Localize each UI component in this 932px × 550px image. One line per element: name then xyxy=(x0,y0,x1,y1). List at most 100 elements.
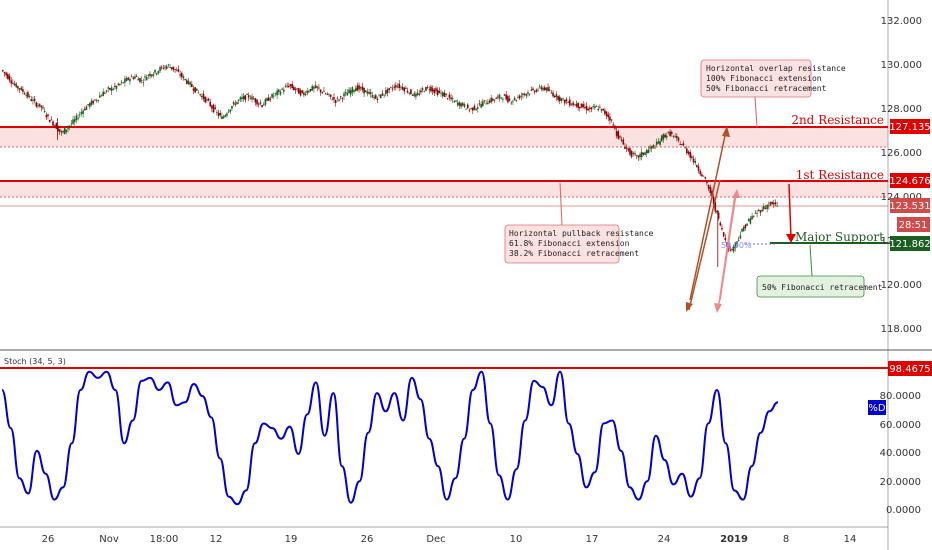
candle-body xyxy=(752,215,755,217)
candle-body xyxy=(699,170,702,175)
candle-body xyxy=(761,209,763,211)
candle-body xyxy=(110,87,113,92)
candle-body xyxy=(35,102,38,107)
candle-body xyxy=(630,150,633,157)
candle-body xyxy=(773,202,775,205)
price-tick: 128.000 xyxy=(881,104,922,115)
candle-body xyxy=(665,135,668,138)
candle-body xyxy=(465,108,467,110)
candle-body xyxy=(296,88,298,90)
candle-body xyxy=(313,86,315,89)
candle-body xyxy=(175,70,178,72)
candle-body xyxy=(119,83,121,86)
candle-body xyxy=(13,83,16,86)
candle-body xyxy=(134,76,136,79)
candle-body xyxy=(77,118,79,120)
candle-body xyxy=(495,97,497,99)
candle-body xyxy=(242,95,245,100)
candle-body xyxy=(625,147,628,149)
candle-body xyxy=(477,107,479,109)
candle-body xyxy=(30,99,33,101)
candle-body xyxy=(211,105,213,109)
candle-body xyxy=(338,99,340,101)
candle-body xyxy=(492,98,494,101)
candle-body xyxy=(719,222,722,226)
candle-body xyxy=(433,89,436,93)
candle-body xyxy=(684,147,686,149)
candle-body xyxy=(395,85,397,88)
candle-body xyxy=(609,116,611,121)
candle-body xyxy=(508,98,511,101)
candle-body xyxy=(647,149,650,154)
candle-body xyxy=(440,92,442,94)
candle-body xyxy=(216,112,218,113)
candle-body xyxy=(574,104,576,106)
candle-body xyxy=(27,92,29,98)
time-axis: 26 Nov 18:00 12 19 26 Dec 10 17 24 2019 … xyxy=(42,534,857,545)
candle-body xyxy=(294,88,297,91)
candle-body xyxy=(393,86,395,88)
candle-body xyxy=(47,114,49,117)
anno-pullback-line-1: Horizontal pullback resistance xyxy=(509,229,654,238)
price-tick: 118.000 xyxy=(881,324,922,335)
candle-body xyxy=(60,131,63,133)
candle-body xyxy=(137,78,140,81)
candle-body xyxy=(575,103,578,107)
anno-overlap-line-2: 100% Fibonacci extension xyxy=(706,74,822,83)
tag-countdown xyxy=(897,217,930,232)
candle-body xyxy=(43,111,46,112)
candle-body xyxy=(201,95,203,98)
candle-body xyxy=(563,99,566,104)
candle-body xyxy=(299,90,302,96)
time-tick: 26 xyxy=(361,534,374,545)
candle-body xyxy=(426,87,429,88)
candle-body xyxy=(94,99,96,101)
candle-body xyxy=(83,109,86,111)
candle-body xyxy=(147,75,150,76)
candle-body xyxy=(219,113,222,116)
candle-body xyxy=(212,104,215,113)
candle-body xyxy=(594,106,596,109)
candle-body xyxy=(150,74,153,77)
candle-body xyxy=(164,66,166,68)
candle-body xyxy=(520,95,523,97)
candle-body xyxy=(766,204,768,210)
candle-body xyxy=(764,207,767,209)
candle-body xyxy=(413,93,416,96)
candle-body xyxy=(333,97,335,100)
candle-body xyxy=(170,67,173,69)
candle-body xyxy=(304,94,307,95)
candle-body xyxy=(478,103,481,105)
candle-body xyxy=(639,154,641,158)
candle-body xyxy=(78,114,81,116)
price-tick: 124.000 xyxy=(881,192,922,203)
candle-body xyxy=(480,104,482,108)
callout-pointer-overlap xyxy=(754,96,758,128)
candle-body xyxy=(398,83,400,89)
candle-body xyxy=(512,100,514,102)
candle-body xyxy=(664,134,666,138)
candle-body xyxy=(451,98,454,100)
candle-body xyxy=(400,86,402,88)
candle-body xyxy=(595,105,598,107)
candle-body xyxy=(415,93,417,97)
candle-body xyxy=(604,110,606,115)
candle-body xyxy=(724,237,727,241)
candle-body xyxy=(112,88,115,90)
candle-body xyxy=(607,114,610,118)
candle-body xyxy=(717,212,720,219)
candle-body xyxy=(762,206,765,210)
arrow-red-down xyxy=(788,183,792,239)
candle-body xyxy=(58,129,61,132)
candle-body xyxy=(774,202,777,205)
candle-body xyxy=(246,94,248,95)
candle-body xyxy=(712,196,715,205)
candle-body xyxy=(637,155,640,158)
candle-body xyxy=(256,99,258,105)
candle-body xyxy=(562,98,564,100)
candle-body xyxy=(139,78,141,83)
candle-body xyxy=(686,148,688,153)
candle-body xyxy=(391,88,394,90)
candle-body xyxy=(204,96,206,103)
candle-body xyxy=(741,228,743,232)
